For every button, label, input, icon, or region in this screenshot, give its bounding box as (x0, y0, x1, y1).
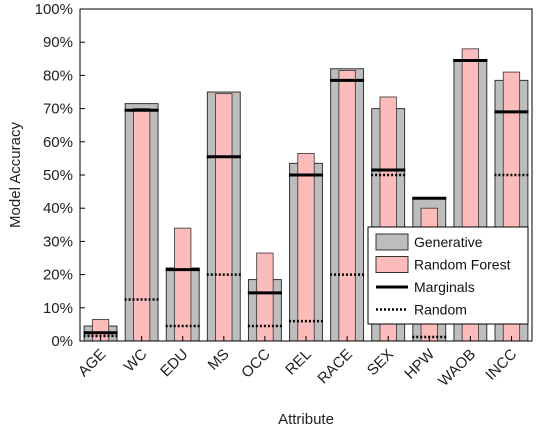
y-tick-label: 40% (43, 200, 73, 217)
y-tick-label: 60% (43, 134, 73, 151)
x-tick-label: WAOB (435, 346, 479, 390)
y-tick-label: 0% (51, 333, 73, 350)
legend-label-generative: Generative (414, 234, 483, 250)
bar-group-wc (124, 103, 159, 342)
x-tick-label: REL (282, 346, 315, 379)
x-tick-label: INCC (482, 346, 520, 384)
bar-random-forest (297, 153, 315, 342)
legend-label-random-forest: Random Forest (414, 257, 511, 273)
plot-area-border (79, 8, 533, 342)
bar-group-edu (165, 227, 200, 342)
y-tick-label: 90% (43, 34, 73, 51)
y-tick-label: 20% (43, 267, 73, 284)
x-tick-label: OCC (238, 346, 274, 382)
y-tick-labels: 0% 10% 20% 30% 40% 50% 60% 70% 80% 90% 100% (35, 1, 85, 350)
bar-random-forest (338, 70, 356, 342)
x-axis-label: Attribute (278, 411, 334, 428)
y-tick-label: 100% (35, 1, 73, 18)
legend-label-random: Random (414, 302, 467, 318)
y-tick-label: 10% (43, 300, 73, 317)
x-tick-label: RACE (314, 346, 355, 387)
y-tick-label: 80% (43, 67, 73, 84)
bar-group-race (330, 68, 365, 342)
y-tick-label: 30% (43, 233, 73, 250)
y-axis-label: Model Accuracy (7, 122, 24, 228)
y-tick-label: 50% (43, 167, 73, 184)
x-tick-label: EDU (157, 346, 191, 380)
bar-group-rel (288, 153, 324, 342)
x-tick-label: WC (121, 346, 151, 376)
legend-swatch-random-forest (375, 256, 409, 273)
bar-random-forest (133, 108, 151, 342)
legend-swatch-generative (375, 233, 409, 251)
x-tick-label: AGE (75, 346, 109, 380)
bar-group-ms (206, 91, 241, 342)
bar-random-forest (174, 227, 192, 342)
legend-label-marginals: Marginals (414, 279, 475, 295)
x-tick-label: MS (205, 346, 233, 374)
x-tick-label: HPW (401, 345, 438, 382)
y-tick-label: 70% (43, 101, 73, 118)
bar-random-forest (256, 252, 274, 342)
bars (83, 48, 529, 342)
bar-group-occ (247, 252, 282, 342)
legend: Generative Random Forest Marginals Random (367, 226, 529, 325)
x-tick-label: SEX (364, 346, 397, 379)
bar-random-forest (215, 93, 233, 342)
